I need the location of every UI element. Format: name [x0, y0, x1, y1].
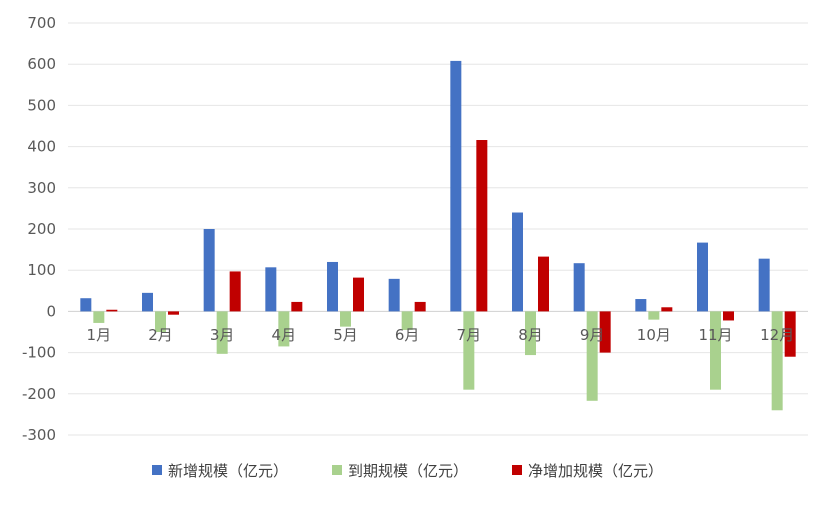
bar-series1-8: [512, 212, 523, 312]
legend-label: 净增加规模（亿元）: [528, 462, 663, 480]
bar-series1-4: [265, 267, 277, 312]
bar-series3-3: [229, 271, 241, 312]
bar-series1-5: [327, 261, 338, 312]
x-category-label: 6月: [395, 326, 420, 344]
bar-series1-6: [388, 278, 400, 312]
y-tick-label: -100: [22, 344, 56, 362]
bar-series2-7: [463, 311, 475, 390]
y-tick-label: 500: [27, 96, 56, 114]
x-category-label: 10月: [637, 326, 671, 344]
y-tick-label: -200: [22, 385, 56, 403]
legend-item-3: 净增加规模（亿元）: [512, 462, 663, 480]
bar-series1-3: [203, 229, 215, 312]
bar-series1-9: [573, 263, 585, 312]
y-tick-label: 600: [27, 55, 56, 73]
x-category-label: 3月: [210, 326, 235, 344]
y-tick-label: -300: [22, 426, 56, 444]
legend-item-1: 新增规模（亿元）: [152, 462, 288, 480]
bar-series2-8: [525, 311, 536, 356]
bar-series1-7: [450, 60, 462, 312]
x-category-label: 5月: [333, 326, 358, 344]
x-category-label: 9月: [580, 326, 605, 344]
x-axis-category-labels: 1月 2月 3月 4月 5月 6月 7月 8月 9月 10月 11月 12月: [87, 326, 795, 344]
bar-series3-5: [353, 277, 364, 312]
bar-series1-12: [758, 258, 770, 312]
bar-series2-10: [648, 311, 660, 320]
legend-swatch: [332, 465, 342, 475]
x-category-label: 11月: [698, 326, 732, 344]
bar-series1-1: [80, 298, 92, 312]
bar-series3-4: [291, 301, 303, 312]
x-category-label: 8月: [518, 326, 543, 344]
bar-series3-12: [784, 311, 796, 357]
bar-series2-6: [401, 311, 413, 330]
legend: 新增规模（亿元） 到期规模（亿元） 净增加规模（亿元）: [152, 462, 663, 480]
legend-label: 新增规模（亿元）: [168, 462, 288, 480]
bar-series2-3: [216, 311, 228, 354]
bar-series3-11: [723, 311, 734, 321]
bar-series2-5: [340, 311, 351, 327]
bar-series3-7: [476, 140, 488, 312]
x-category-label: 12月: [760, 326, 794, 344]
x-category-label: 4月: [272, 326, 297, 344]
bar-series2-1: [93, 311, 105, 323]
bar-series2-9: [586, 311, 598, 401]
y-tick-label: 300: [27, 179, 56, 197]
y-axis-tick-labels: 700 600 500 400 300 200 100 0 -100 -200 -300: [22, 14, 56, 444]
bar-series3-8: [538, 256, 549, 312]
bar-series2-4: [278, 311, 290, 347]
bar-series2-11: [710, 311, 721, 390]
grid: [68, 22, 808, 436]
bar-series1-2: [142, 292, 153, 312]
bars: [80, 60, 796, 411]
x-category-label: 1月: [87, 326, 112, 344]
bar-series2-12: [771, 311, 783, 411]
bar-series3-2: [168, 311, 179, 315]
legend-item-2: 到期规模（亿元）: [332, 462, 468, 480]
bar-series3-1: [106, 309, 118, 312]
bar-series2-2: [155, 311, 166, 332]
legend-label: 到期规模（亿元）: [348, 462, 468, 480]
legend-swatch: [512, 465, 522, 475]
x-category-label: 7月: [457, 326, 482, 344]
bar-series3-10: [661, 307, 673, 312]
legend-swatch: [152, 465, 162, 475]
bar-series1-10: [635, 299, 647, 312]
x-category-label: 2月: [148, 326, 173, 344]
y-tick-label: 100: [27, 261, 56, 279]
bar-series3-9: [599, 311, 611, 353]
y-tick-label: 700: [27, 14, 56, 32]
y-tick-label: 200: [27, 220, 56, 238]
y-tick-label: 0: [46, 302, 56, 320]
y-tick-label: 400: [27, 138, 56, 156]
bar-series1-11: [697, 242, 708, 312]
bar-series3-6: [414, 301, 426, 312]
